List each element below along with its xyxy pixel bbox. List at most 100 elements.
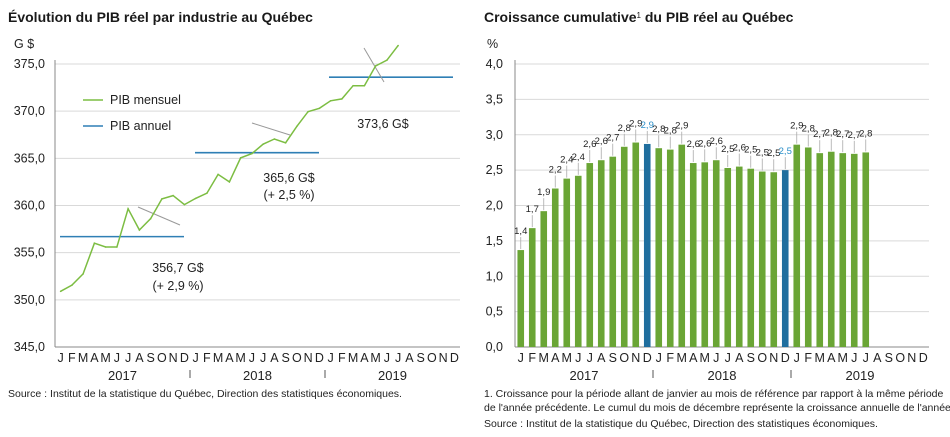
data-point <box>352 84 354 87</box>
data-label: 2,5 <box>744 145 757 156</box>
annotation-value: 365,6 G$ <box>263 171 314 185</box>
data-point <box>116 246 118 248</box>
x-tick-label-month: A <box>827 351 836 365</box>
y-tick-label: 345,0 <box>14 340 45 354</box>
data-point <box>239 157 242 159</box>
y-tick-label: 1,0 <box>486 269 503 283</box>
bar <box>655 148 663 347</box>
data-point <box>138 229 141 231</box>
annotation-leader <box>363 47 385 83</box>
data-label: 2,4 <box>572 152 585 163</box>
chart-title: Évolution du PIB réel par industrie au Q… <box>8 9 313 25</box>
x-tick-label-month: A <box>735 351 744 365</box>
annotation-value: 356,7 G$ <box>152 261 203 275</box>
data-point <box>93 242 96 245</box>
x-tick-label-month: M <box>100 351 110 365</box>
x-tick-label-month: D <box>643 351 652 365</box>
x-tick-label-month: S <box>416 351 424 365</box>
data-label: 2,7 <box>848 130 861 141</box>
x-tick-label-month: M <box>235 351 245 365</box>
bar <box>712 160 720 347</box>
x-tick-label-month: J <box>125 351 131 365</box>
x-tick-label-year: 2017 <box>570 368 599 383</box>
bar <box>609 156 617 347</box>
bar <box>540 211 548 347</box>
bar <box>563 178 571 347</box>
bar <box>586 163 594 347</box>
x-tick-label-year: 2018 <box>708 368 737 383</box>
bar <box>701 162 709 347</box>
data-point <box>273 138 276 140</box>
data-point <box>194 197 197 200</box>
x-tick-label-month: O <box>427 351 437 365</box>
x-tick-label-month: J <box>518 351 524 365</box>
data-point <box>228 181 231 183</box>
bar <box>574 175 582 347</box>
x-tick-label-month: M <box>677 351 687 365</box>
bar <box>597 160 605 347</box>
data-point <box>82 273 84 275</box>
data-point <box>363 84 366 87</box>
y-tick-label: 2,0 <box>486 199 503 213</box>
x-tick-label-year: 2018 <box>243 368 272 383</box>
x-tick-label-month: D <box>919 351 928 365</box>
x-tick-label-month: A <box>360 351 369 365</box>
x-tick-label-month: J <box>713 351 719 365</box>
bar <box>678 144 686 347</box>
annotation-value: 373,6 G$ <box>357 117 408 131</box>
data-point <box>251 152 253 155</box>
data-point <box>374 65 377 67</box>
x-tick-label-month: M <box>539 351 549 365</box>
x-tick-label-month: J <box>193 351 199 365</box>
bar <box>747 168 755 347</box>
x-tick-label-month: M <box>78 351 88 365</box>
data-label: 2,7 <box>606 133 619 144</box>
x-tick-label-month: O <box>895 351 905 365</box>
bar-annual <box>643 143 651 347</box>
x-tick-label-month: O <box>757 351 767 365</box>
annotation-growth: (+ 2,5 %) <box>263 188 314 202</box>
x-tick-label-month: N <box>907 351 916 365</box>
data-label: 2,6 <box>710 136 723 147</box>
annotation-leader <box>137 206 181 226</box>
x-tick-label-month: S <box>281 351 289 365</box>
data-label: 2,8 <box>802 123 815 134</box>
bar <box>862 152 870 347</box>
y-tick-label: 375,0 <box>14 57 45 71</box>
bar <box>528 228 536 347</box>
x-tick-label-month: A <box>405 351 414 365</box>
data-label: 2,7 <box>836 129 849 140</box>
data-point <box>386 59 388 62</box>
x-tick-label-month: J <box>384 351 390 365</box>
x-tick-label-month: A <box>551 351 560 365</box>
x-tick-label-month: J <box>794 351 800 365</box>
data-point <box>262 143 264 145</box>
data-label: 2,6 <box>698 138 711 149</box>
x-tick-label-month: A <box>135 351 144 365</box>
x-tick-label-month: N <box>631 351 640 365</box>
title-footnote-marker: 1 <box>637 11 642 20</box>
data-point <box>341 98 343 100</box>
x-tick-label-month: F <box>203 351 211 365</box>
bar <box>689 163 697 347</box>
x-tick-label-month: A <box>225 351 234 365</box>
y-axis-unit: G $ <box>14 37 34 51</box>
source-note: Source : Institut de la statistique du Q… <box>8 388 402 400</box>
y-tick-label: 355,0 <box>14 246 45 260</box>
data-label: 2,6 <box>583 139 596 150</box>
data-point <box>161 198 163 200</box>
x-tick-label-month: J <box>575 351 581 365</box>
x-tick-label-month: M <box>562 351 572 365</box>
data-label: 1,4 <box>514 226 527 237</box>
data-point <box>127 208 129 210</box>
x-tick-label-month: S <box>885 351 893 365</box>
x-tick-label-month: O <box>157 351 167 365</box>
annotation-growth: (+ 2,9 %) <box>152 279 203 293</box>
bar <box>804 147 812 347</box>
x-tick-label-month: N <box>304 351 313 365</box>
data-label: 2,5 <box>779 146 792 157</box>
data-label: 2,6 <box>733 143 746 154</box>
x-tick-label-month: F <box>68 351 76 365</box>
data-point <box>318 107 321 110</box>
data-point <box>217 173 219 176</box>
